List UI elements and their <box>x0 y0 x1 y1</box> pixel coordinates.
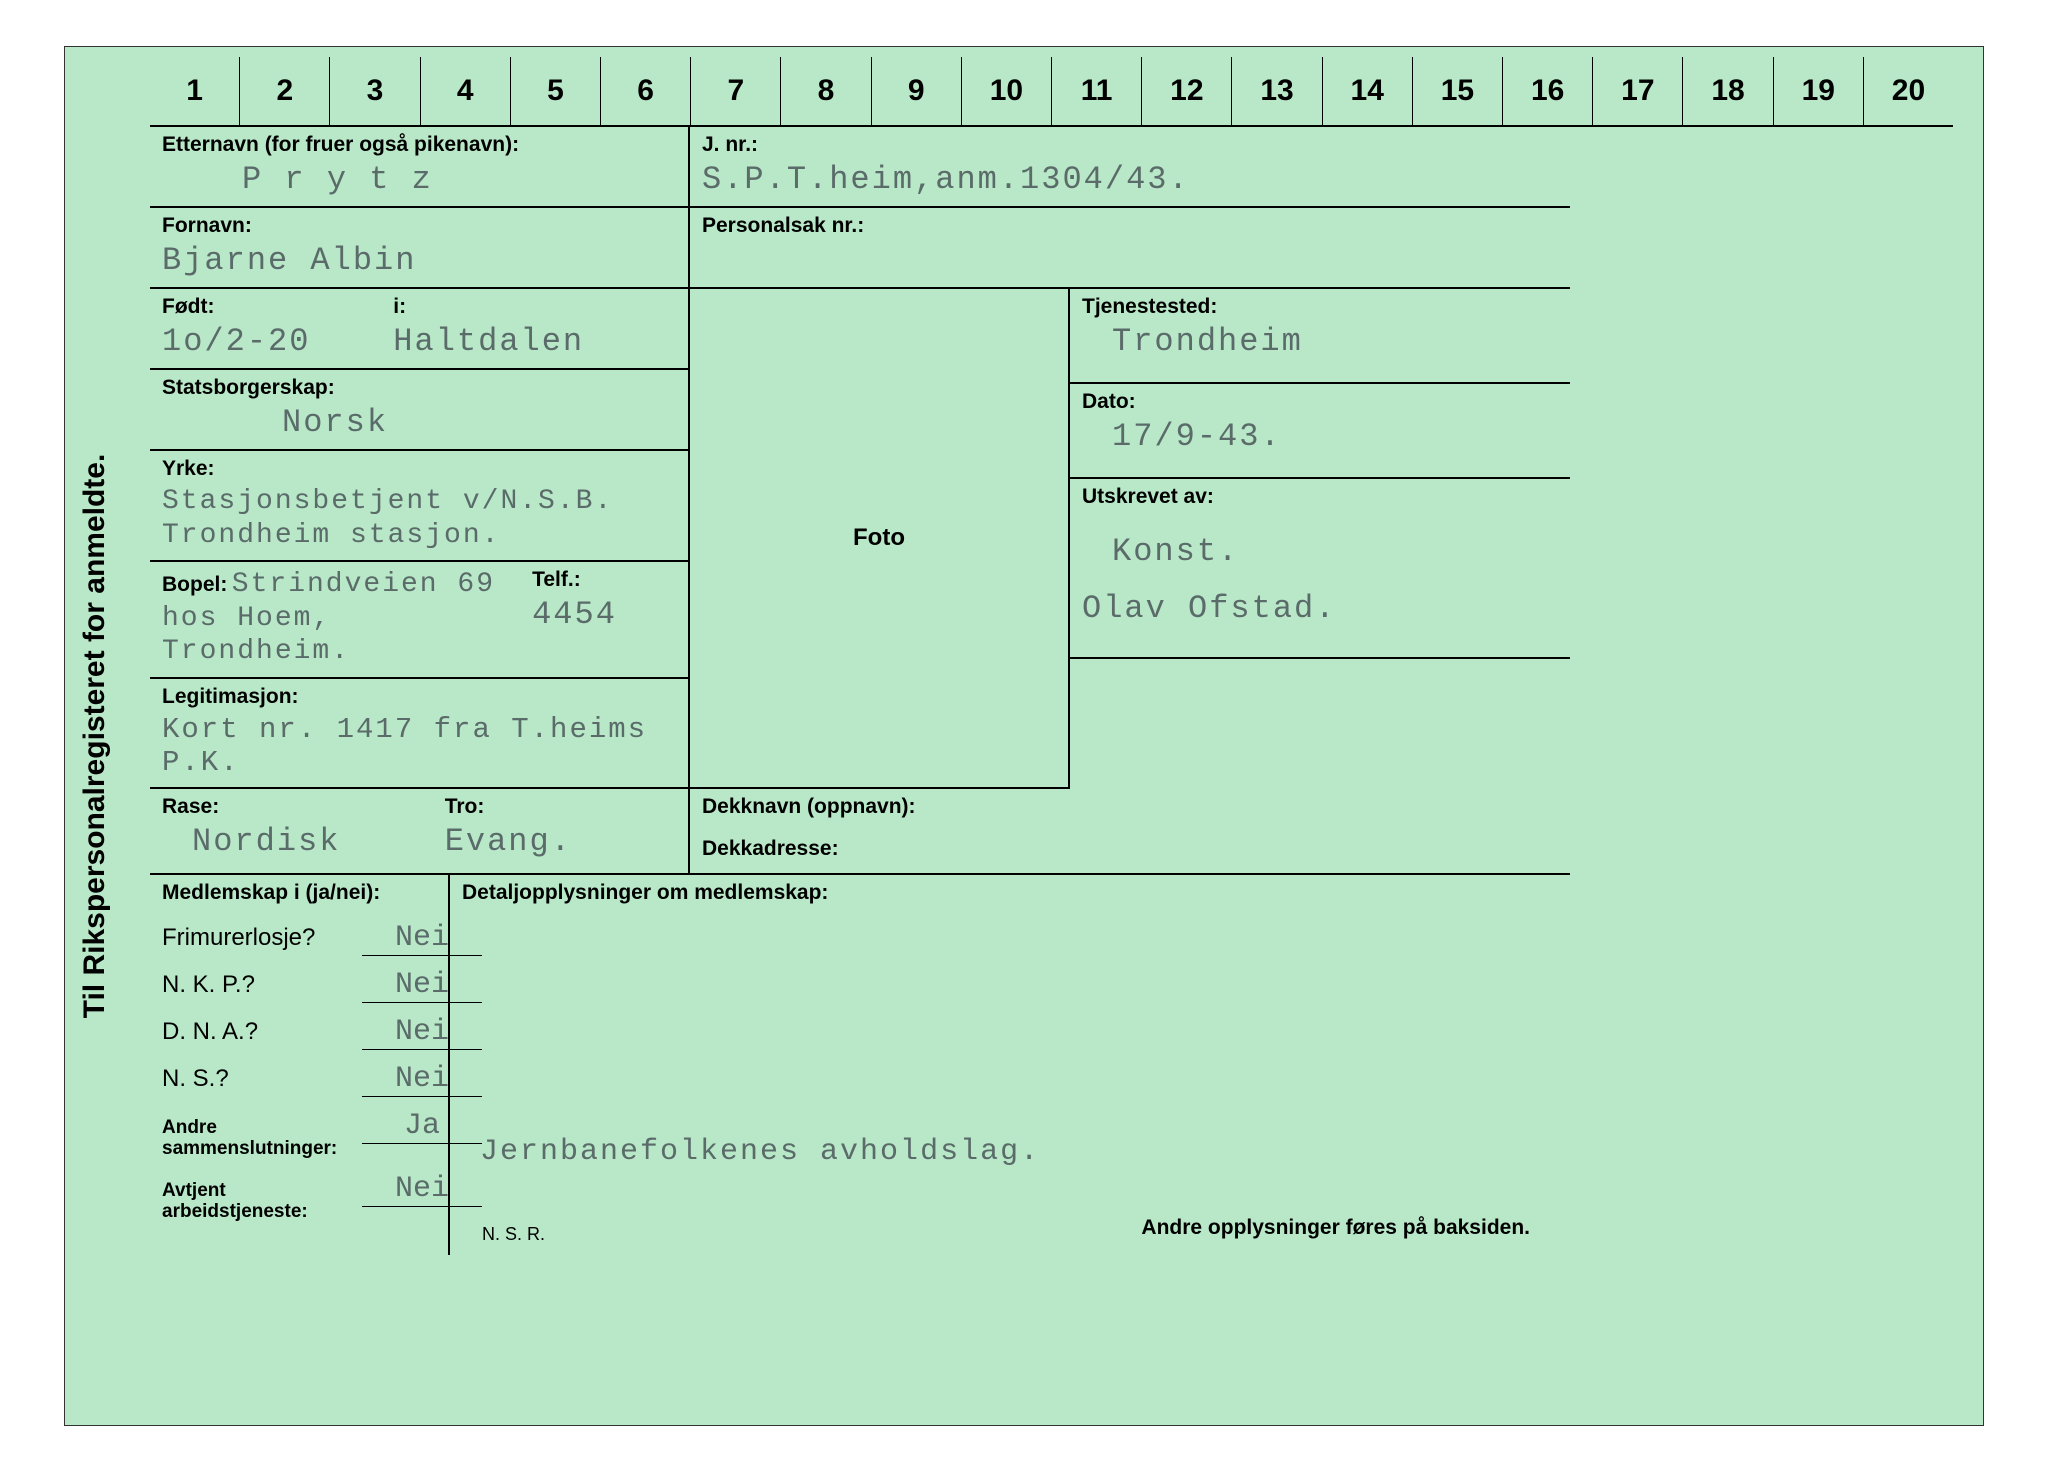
ruler-cell: 1 <box>150 57 239 125</box>
label-telf: Telf.: <box>532 568 676 592</box>
footer-note: Andre opplysninger føres på baksiden. <box>1141 1216 1530 1240</box>
ruler-cell: 17 <box>1592 57 1682 125</box>
vertical-title: Til Rikspersonalregisteret for anmeldte. <box>78 386 112 1086</box>
field-foto: Foto <box>690 289 1070 789</box>
label-dna: D. N. A.? <box>162 1018 362 1046</box>
ruler-cell: 20 <box>1863 57 1953 125</box>
membership-frimurer: Frimurerlosje? Nei <box>150 915 448 962</box>
value-dato: 17/9-43. <box>1082 418 1282 455</box>
ruler-cell: 5 <box>510 57 600 125</box>
row-rase-dekk: Rase: Nordisk Tro: Evang. Dekknavn (oppn… <box>150 789 1953 875</box>
value-etternavn: P r y t z <box>162 161 433 198</box>
label-dekknavn: Dekknavn (oppnavn): <box>702 795 1558 819</box>
detalj-col: Detaljopplysninger om medlemskap: Jernba… <box>450 875 1570 1255</box>
ruler-cell: 9 <box>871 57 961 125</box>
ruler-cell: 12 <box>1141 57 1231 125</box>
membership-avtjent: Avtjent arbeidstjeneste: Nei <box>150 1166 448 1229</box>
label-statsborgerskap: Statsborgerskap: <box>162 376 676 400</box>
label-frimurer: Frimurerlosje? <box>162 924 362 952</box>
value-detalj: Jernbanefolkenes avholdslag. <box>450 915 1570 1169</box>
value-tro: Evang. <box>445 823 572 860</box>
label-medlemskap: Medlemskap i (ja/nei): <box>162 881 436 905</box>
field-jnr: J. nr.: S.P.T.heim,anm.1304/43. <box>690 127 1570 208</box>
row-membership: Medlemskap i (ja/nei): Frimurerlosje? Ne… <box>150 875 1953 1255</box>
label-i: i: <box>393 295 676 319</box>
value-fornavn: Bjarne Albin <box>162 242 416 279</box>
membership-nkp: N. K. P.? Nei <box>150 962 448 1009</box>
row-main-block: Født: 1o/2-20 i: Haltdalen Statsborgersk… <box>150 289 1953 789</box>
value-utskrevet: Konst. <box>1082 513 1558 570</box>
field-dato: Dato: 17/9-43. <box>1070 384 1570 479</box>
label-personalsak: Personalsak nr.: <box>702 214 1558 238</box>
ruler-cell: 16 <box>1502 57 1592 125</box>
value-yrke: Stasjonsbetjent v/N.S.B. Trondheim stasj… <box>162 486 613 551</box>
field-dekk: Dekknavn (oppnavn): Dekkadresse: <box>690 789 1570 875</box>
label-avtjent: Avtjent arbeidstjeneste: <box>162 1181 362 1223</box>
membership-col: Medlemskap i (ja/nei): Frimurerlosje? Ne… <box>150 875 450 1255</box>
value-i: Haltdalen <box>393 323 584 360</box>
label-utskrevet: Utskrevet av: <box>1082 485 1558 509</box>
label-ns: N. S.? <box>162 1065 362 1093</box>
label-tro: Tro: <box>445 795 676 819</box>
value-tjenestested: Trondheim <box>1082 323 1303 360</box>
membership-dna: D. N. A.? Nei <box>150 1009 448 1056</box>
label-jnr: J. nr.: <box>702 133 1558 157</box>
label-dekkadresse: Dekkadresse: <box>702 837 1558 861</box>
label-rase: Rase: <box>162 795 445 819</box>
row-etternavn-jnr: Etternavn (for fruer også pikenavn): P r… <box>150 127 1953 208</box>
value-statsborgerskap: Norsk <box>162 404 388 441</box>
left-fields: Født: 1o/2-20 i: Haltdalen Statsborgersk… <box>150 289 690 789</box>
value-telf: 4454 <box>532 596 617 633</box>
field-yrke: Yrke: Stasjonsbetjent v/N.S.B. Trondheim… <box>150 451 690 562</box>
value-rase: Nordisk <box>162 823 340 860</box>
label-etternavn: Etternavn (for fruer også pikenavn): <box>162 133 676 157</box>
ruler-row: 1 2 3 4 5 6 7 8 9 10 11 12 13 14 15 16 1… <box>150 57 1953 127</box>
label-dato: Dato: <box>1082 390 1558 414</box>
label-legitimasjon: Legitimasjon: <box>162 685 676 709</box>
field-etternavn: Etternavn (for fruer også pikenavn): P r… <box>150 127 690 208</box>
label-nkp: N. K. P.? <box>162 971 362 999</box>
label-foto: Foto <box>853 524 905 552</box>
field-utskrevet: Utskrevet av: Konst. Olav Ofstad. <box>1070 479 1570 659</box>
ruler-cell: 13 <box>1231 57 1321 125</box>
ruler-cell: 14 <box>1322 57 1412 125</box>
ruler-cell: 3 <box>329 57 419 125</box>
label-detalj: Detaljopplysninger om medlemskap: <box>462 881 1558 905</box>
ruler-cell: 15 <box>1412 57 1502 125</box>
label-tjenestested: Tjenestested: <box>1082 295 1558 319</box>
card-content: 1 2 3 4 5 6 7 8 9 10 11 12 13 14 15 16 1… <box>140 47 1983 1265</box>
membership-andre: Andre sammenslutninger: Ja <box>150 1103 448 1166</box>
label-yrke: Yrke: <box>162 457 676 481</box>
label-fodt: Født: <box>162 295 393 319</box>
field-personalsak: Personalsak nr.: <box>690 208 1570 289</box>
ruler-cell: 8 <box>780 57 870 125</box>
field-legitimasjon: Legitimasjon: Kort nr. 1417 fra T.heims … <box>150 679 690 789</box>
field-bopel: Bopel: Strindveien 69 hos Hoem, Trondhei… <box>150 562 690 679</box>
value-jnr: S.P.T.heim,anm.1304/43. <box>702 161 1190 198</box>
ruler-cell: 4 <box>420 57 510 125</box>
ruler-cell: 19 <box>1773 57 1863 125</box>
field-statsborgerskap: Statsborgerskap: Norsk <box>150 370 690 451</box>
row-fornavn-personalsak: Fornavn: Bjarne Albin Personalsak nr.: <box>150 208 1953 289</box>
right-fields: Tjenestested: Trondheim Dato: 17/9-43. U… <box>1070 289 1570 789</box>
ruler-cell: 2 <box>239 57 329 125</box>
value-utskrevet2: Olav Ofstad. <box>1082 570 1558 627</box>
membership-ns: N. S.? Nei <box>150 1056 448 1103</box>
value-legitimasjon: Kort nr. 1417 fra T.heims P.K. <box>162 713 647 779</box>
ruler-cell: 18 <box>1682 57 1772 125</box>
label-fornavn: Fornavn: <box>162 214 676 238</box>
field-fornavn: Fornavn: Bjarne Albin <box>150 208 690 289</box>
field-rase-tro: Rase: Nordisk Tro: Evang. <box>150 789 690 875</box>
field-tjenestested: Tjenestested: Trondheim <box>1070 289 1570 384</box>
registration-card: Til Rikspersonalregisteret for anmeldte.… <box>64 46 1984 1426</box>
ruler-cell: 10 <box>961 57 1051 125</box>
ruler-cell: 6 <box>600 57 690 125</box>
ruler-cell: 7 <box>690 57 780 125</box>
label-nsr: N. S. R. <box>470 1212 545 1245</box>
ruler-cell: 11 <box>1051 57 1141 125</box>
label-andre: Andre sammenslutninger: <box>162 1118 362 1160</box>
field-fodt: Født: 1o/2-20 i: Haltdalen <box>150 289 690 370</box>
value-fodt: 1o/2-20 <box>162 323 310 360</box>
label-bopel: Bopel: <box>162 573 227 597</box>
